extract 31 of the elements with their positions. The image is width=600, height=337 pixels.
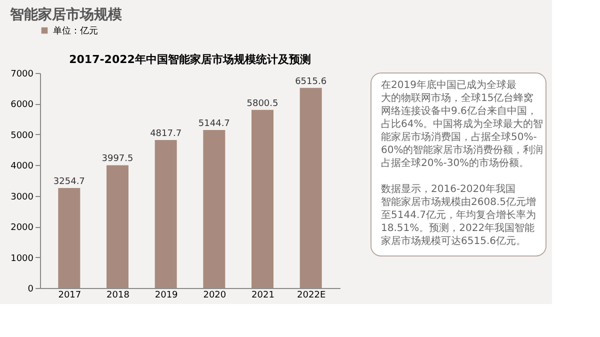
y-tick-label: 0 (28, 284, 34, 294)
text: 数据显示，2016-2020年我国智能家居市场规模由2608.5亿元增至5144.7亿元，年均复合增长率为18.51%。预测，2022年我国智能家居市场规模可达6515.6亿元。 (381, 183, 536, 247)
bar (300, 88, 322, 288)
x-tick-label: 2022E (297, 290, 326, 300)
chart-subtitle: 2017-2022年中国智能家居市场规模统计及预测 (69, 53, 311, 66)
chart-title: 智能家居市场规模 (9, 6, 124, 23)
x-tick-label: 2017 (58, 290, 82, 300)
x-tick-label: 2020 (203, 290, 226, 300)
text: 在2019年底中国已成为全球最大的物联网市场，全球15亿台蜂窝网络连接设备中9.6亿台来自中国，占比64%。中国将成为全球最大的智能家居市场消费国，占据全球50%-60%的智能家居市场消费份额，利润占据全球20%-30%的市场份额。 (381, 79, 544, 169)
x-tick-label: 2019 (154, 290, 178, 300)
bar (252, 110, 274, 288)
data-label: 5144.7 (198, 118, 230, 129)
y-tick-label: 6000 (10, 100, 34, 110)
y-tick-label: 2000 (10, 223, 34, 234)
y-tick-label: 3000 (10, 192, 34, 202)
y-tick-label: 5000 (10, 130, 34, 141)
x-tick-label: 2021 (252, 290, 274, 300)
y-tick-label: 1000 (10, 254, 34, 264)
legend-label: 单位：亿元 (53, 26, 98, 36)
data-label: 3997.5 (102, 154, 134, 164)
bar (106, 165, 128, 288)
y-tick-label: 7000 (10, 70, 34, 80)
bar (203, 130, 226, 288)
x-tick-label: 2018 (106, 290, 130, 300)
data-label: 3254.7 (53, 177, 85, 188)
bar (58, 188, 80, 288)
data-label: 6515.6 (295, 76, 327, 87)
data-label: 4817.7 (150, 129, 182, 140)
y-tick-label: 4000 (10, 162, 34, 172)
bar (154, 140, 177, 288)
data-label: 5800.5 (246, 98, 278, 109)
